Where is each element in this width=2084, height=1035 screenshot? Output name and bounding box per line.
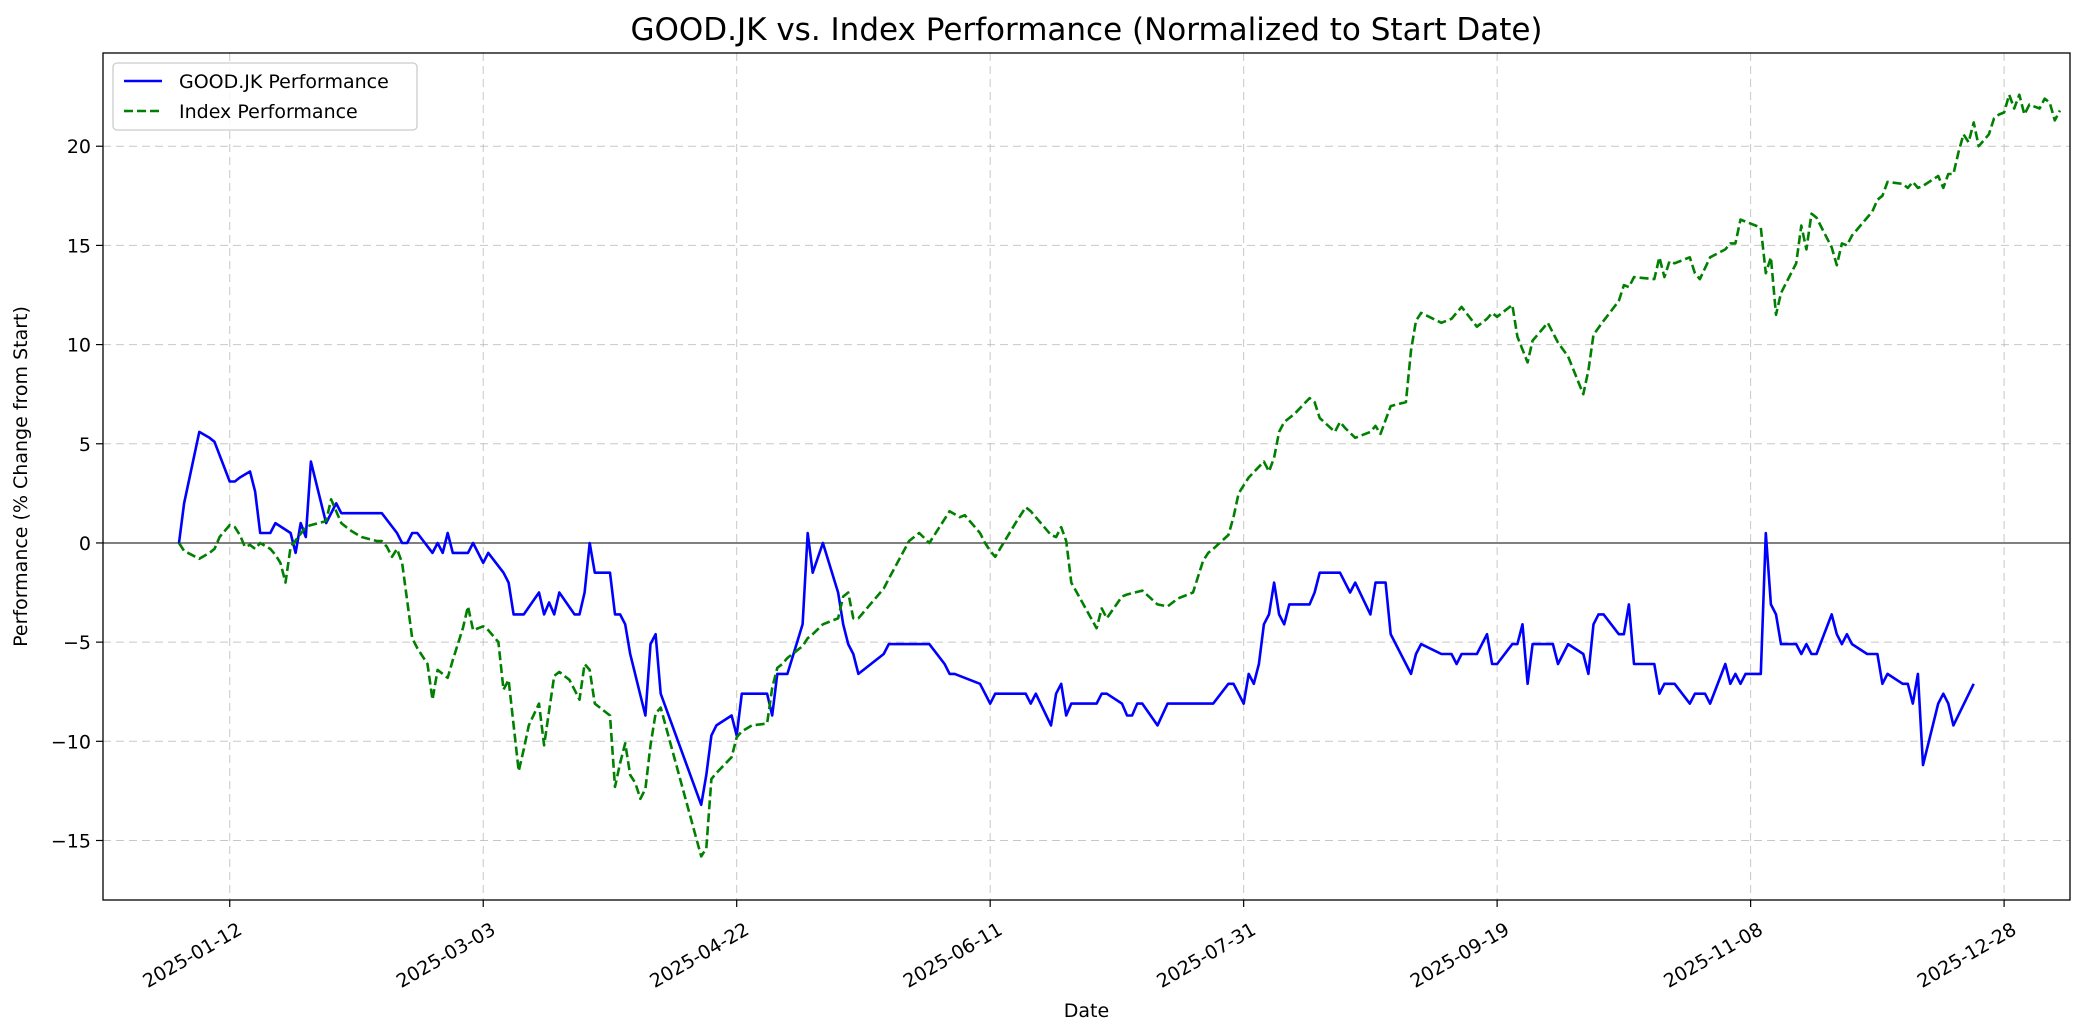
- y-tick-label: 15: [67, 235, 91, 257]
- y-axis-ticks: −15 −10 −5 0 5 10 15 20: [51, 136, 103, 852]
- legend: GOOD.JK Performance Index Performance: [112, 62, 418, 131]
- y-tick-label: 5: [79, 434, 91, 456]
- chart-title: GOOD.JK vs. Index Performance (Normalize…: [630, 12, 1542, 48]
- y-tick-label: 10: [67, 335, 91, 357]
- y-axis-label: Performance (% Change from Start): [10, 306, 32, 647]
- series-line-good-jk: [177, 430, 1975, 807]
- y-tick-label: 20: [67, 136, 91, 158]
- x-axis-label: Date: [1064, 1000, 1109, 1022]
- series-line-index: [177, 93, 2062, 858]
- legend-label-good-jk: GOOD.JK Performance: [179, 71, 389, 93]
- legend-box: [112, 62, 418, 131]
- legend-label-index: Index Performance: [179, 101, 358, 123]
- y-tick-label: −5: [63, 632, 91, 654]
- y-tick-label: 0: [79, 533, 91, 555]
- y-tick-label: −15: [51, 830, 91, 852]
- plot-frame: [102, 52, 2071, 901]
- grid-lines: [103, 53, 2070, 900]
- y-tick-label: −10: [51, 731, 91, 753]
- series-layer: [177, 93, 2062, 858]
